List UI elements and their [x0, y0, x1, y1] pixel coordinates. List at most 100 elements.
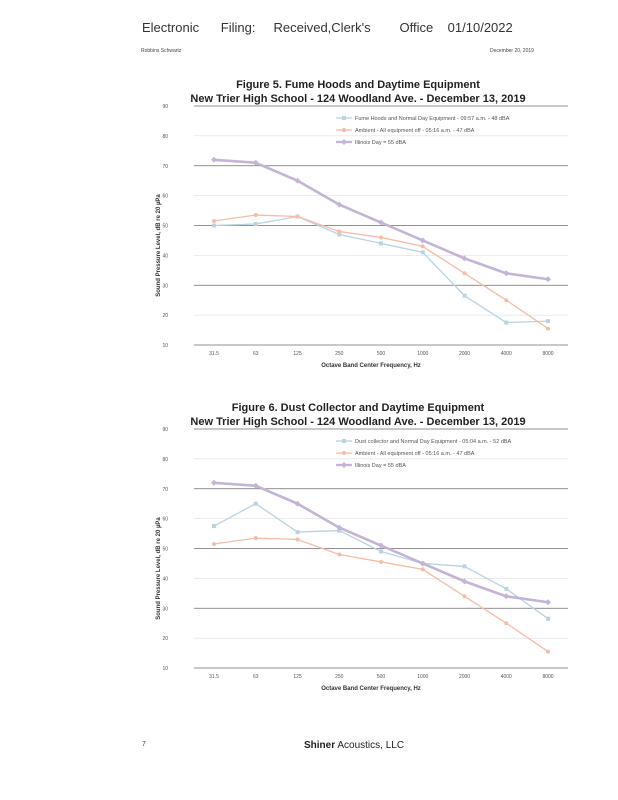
data-point — [337, 232, 342, 237]
data-point — [546, 319, 550, 324]
x-tick-label: 125 — [293, 674, 302, 680]
y-tick-label: 80 — [162, 134, 168, 140]
y-tick-label: 60 — [162, 194, 168, 200]
y-tick-label: 60 — [162, 517, 168, 523]
x-tick-label: 2000 — [459, 351, 470, 357]
legend-label: Illinois Day = 55 dBA — [355, 140, 406, 146]
data-point — [211, 156, 217, 163]
data-point — [253, 213, 258, 218]
data-point — [379, 559, 383, 564]
data-point — [212, 542, 216, 547]
x-tick-label: 31.5 — [209, 351, 219, 357]
data-point — [461, 578, 468, 585]
data-point — [295, 214, 300, 219]
data-point — [294, 500, 301, 507]
legend-marker — [341, 462, 347, 468]
chart-subtitle: New Trier High School - 124 Woodland Ave… — [190, 416, 525, 428]
y-tick-label: 80 — [162, 457, 168, 463]
y-tick-label: 30 — [162, 606, 168, 612]
data-point — [379, 549, 383, 554]
legend-label: Ambient - All equipment off - 05:16 a.m.… — [355, 128, 475, 134]
data-point — [503, 270, 510, 277]
figure-5-chart: Figure 5. Fume Hoods and Daytime Equipme… — [156, 79, 568, 369]
data-point — [378, 542, 384, 549]
chart-title: Figure 5. Fume Hoods and Daytime Equipme… — [236, 79, 480, 91]
x-tick-label: 63 — [253, 351, 259, 357]
x-tick-label: 250 — [335, 351, 344, 357]
data-point — [503, 593, 510, 600]
y-tick-label: 30 — [162, 283, 168, 289]
data-point — [545, 599, 551, 606]
legend-label: Illinois Day = 55 dBA — [355, 463, 406, 469]
legend-marker — [342, 439, 346, 443]
data-point — [294, 177, 301, 184]
y-tick-label: 50 — [162, 224, 168, 230]
data-point — [462, 293, 467, 298]
data-point — [295, 537, 300, 542]
y-axis-label: Sound Pressure Level, dB re 20 µPa — [156, 517, 162, 620]
y-tick-label: 50 — [162, 547, 168, 553]
figure-6-chart: Figure 6. Dust Collector and Daytime Equ… — [156, 402, 568, 692]
data-point — [295, 530, 300, 535]
legend-marker — [342, 128, 346, 132]
data-point — [336, 201, 343, 208]
data-point — [419, 560, 426, 567]
filing-header: Electronic Filing: Received,Clerk's Offi… — [142, 20, 513, 35]
data-point — [546, 616, 550, 621]
legend-marker — [342, 451, 346, 455]
legend-marker — [341, 139, 347, 145]
data-point — [337, 229, 342, 234]
x-tick-label: 4000 — [501, 351, 512, 357]
data-point — [379, 241, 383, 246]
document-date: December 20, 2019 — [490, 48, 534, 54]
legend-label: Ambient - All equipment off - 05:16 a.m.… — [355, 451, 475, 457]
y-tick-label: 10 — [162, 666, 168, 672]
data-point — [419, 237, 426, 244]
series-line — [213, 537, 549, 653]
x-tick-label: 1000 — [417, 351, 428, 357]
y-tick-label: 70 — [162, 164, 168, 170]
data-point — [379, 235, 383, 240]
x-tick-label: 500 — [377, 674, 386, 680]
x-tick-label: 8000 — [542, 351, 553, 357]
data-point — [378, 219, 384, 226]
x-axis-label: Octave Band Center Frequency, Hz — [321, 686, 421, 692]
y-tick-label: 20 — [162, 636, 168, 642]
data-point — [462, 594, 467, 599]
data-point — [420, 567, 425, 572]
data-point — [212, 219, 216, 224]
y-tick-label: 70 — [162, 487, 168, 493]
series-line — [213, 214, 549, 330]
y-tick-label: 20 — [162, 313, 168, 319]
legend-marker — [342, 116, 346, 120]
x-axis-label: Octave Band Center Frequency, Hz — [321, 363, 421, 369]
data-point — [420, 244, 425, 249]
x-tick-label: 500 — [377, 351, 386, 357]
data-point — [211, 479, 217, 486]
data-point — [504, 298, 509, 303]
data-point — [252, 159, 259, 166]
company-name-rest: Acoustics, LLC — [335, 740, 405, 751]
company-name: Shiner Acoustics, LLC — [304, 740, 404, 751]
company-name-bold: Shiner — [304, 740, 336, 751]
x-tick-label: 125 — [293, 351, 302, 357]
x-tick-label: 63 — [253, 674, 259, 680]
legend-label: Dust collector and Normal Day Equipment … — [355, 439, 512, 445]
x-tick-label: 2000 — [459, 674, 470, 680]
y-axis-label: Sound Pressure Level, dB re 20 µPa — [156, 194, 162, 297]
y-tick-label: 40 — [162, 576, 168, 582]
data-point — [462, 271, 467, 276]
data-point — [336, 524, 343, 531]
data-point — [546, 326, 550, 331]
data-point — [462, 564, 467, 569]
x-tick-label: 8000 — [542, 674, 553, 680]
data-point — [546, 649, 550, 654]
chart-subtitle: New Trier High School - 124 Woodland Ave… — [190, 93, 525, 105]
x-tick-label: 250 — [335, 674, 344, 680]
y-tick-label: 10 — [162, 343, 168, 349]
data-point — [504, 621, 509, 626]
data-point — [545, 276, 551, 283]
y-tick-label: 90 — [162, 104, 168, 110]
data-point — [252, 482, 259, 489]
data-point — [337, 552, 342, 557]
